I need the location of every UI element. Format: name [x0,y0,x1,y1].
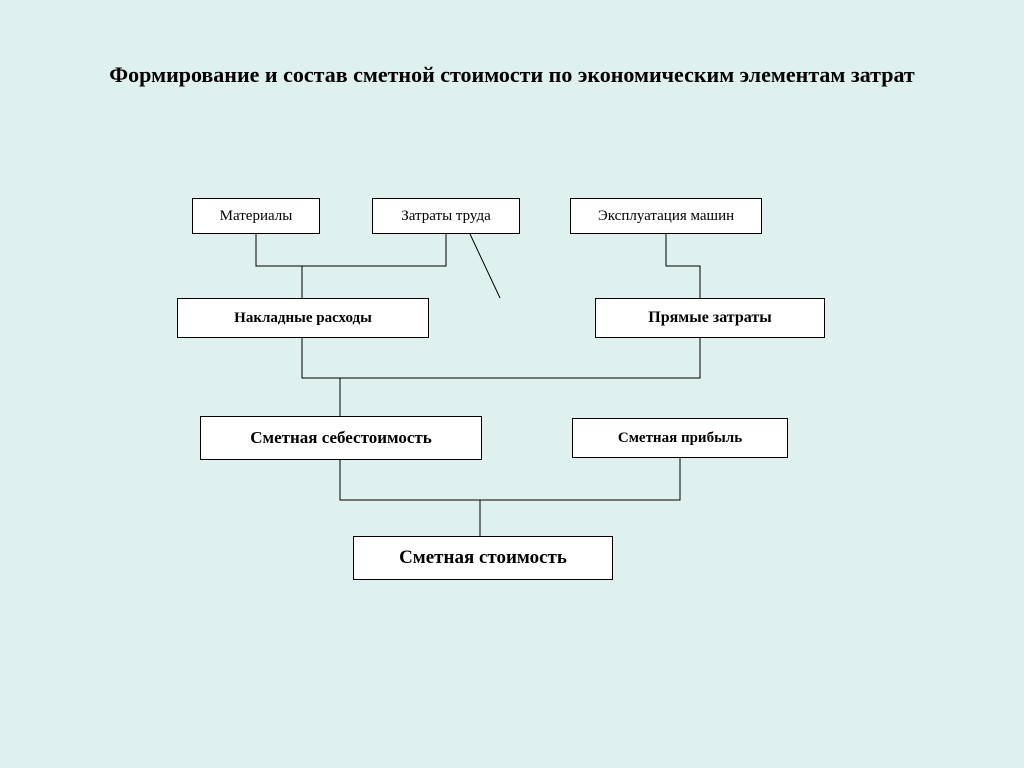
edge-layer [0,0,1024,768]
node-label: Сметная себестоимость [250,428,432,448]
diagram-canvas: Формирование и состав сметной стоимости … [0,0,1024,768]
node-label: Затраты труда [401,208,491,225]
diagram-title: Формирование и состав сметной стоимости … [0,60,1024,91]
node-total: Сметная стоимость [353,536,613,580]
node-label: Накладные расходы [234,310,372,327]
node-overhead: Накладные расходы [177,298,429,338]
node-label: Сметная стоимость [399,547,567,569]
node-cost-price: Сметная себестоимость [200,416,482,460]
node-direct: Прямые затраты [595,298,825,338]
node-machines: Эксплуатация машин [570,198,762,234]
node-materials: Материалы [192,198,320,234]
node-labor: Затраты труда [372,198,520,234]
node-label: Сметная прибыль [618,430,742,447]
node-label: Прямые затраты [648,309,771,327]
node-est-profit: Сметная прибыль [572,418,788,458]
node-label: Материалы [220,208,293,225]
node-label: Эксплуатация машин [598,208,734,225]
